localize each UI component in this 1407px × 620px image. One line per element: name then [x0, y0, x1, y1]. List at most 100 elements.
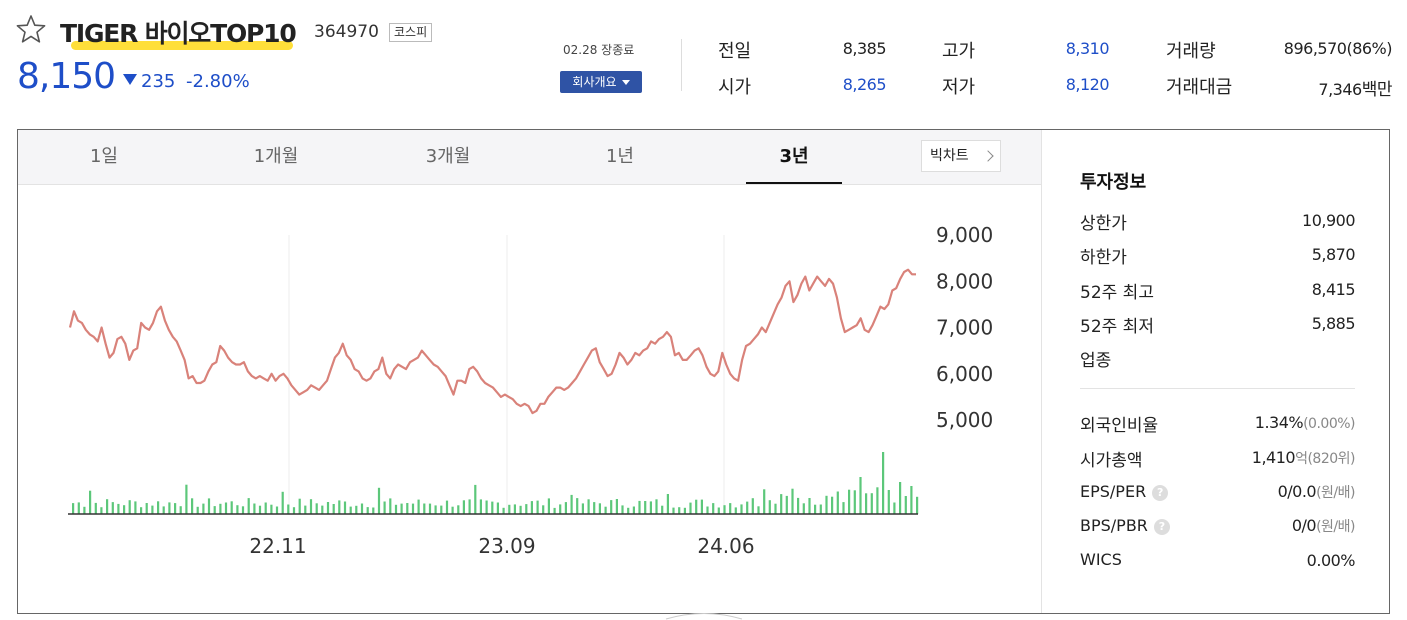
- volume-bar: [151, 505, 154, 514]
- open-label: 시가: [718, 77, 752, 98]
- invest-info-title: 투자정보: [1080, 172, 1147, 193]
- market-cap-sub: 억(820위): [1295, 451, 1355, 467]
- volume-bar: [128, 500, 131, 514]
- eps-per-value: 0/0.0(원/배): [1278, 482, 1356, 502]
- y-tick-label: 8,000: [936, 269, 993, 293]
- name-highlight: [71, 41, 293, 50]
- volume-bar: [604, 506, 607, 514]
- eps-per-text: EPS/PER: [1080, 482, 1147, 501]
- volume-bar: [179, 506, 182, 514]
- volume-bar: [757, 506, 760, 514]
- volume-bar: [338, 500, 341, 514]
- low-52w-value: 5,885: [1311, 314, 1356, 333]
- big-chart-button[interactable]: 빅차트: [921, 140, 1001, 172]
- tab-3y[interactable]: 3년: [746, 130, 842, 184]
- volume-bar: [134, 501, 137, 514]
- volume-bar: [406, 503, 409, 514]
- volume-bar: [383, 501, 386, 514]
- volume-bar: [848, 489, 851, 514]
- volume-bar: [400, 503, 403, 514]
- volume-bar: [593, 502, 596, 514]
- tab-1y[interactable]: 1년: [605, 146, 634, 167]
- volume-bar: [213, 506, 216, 514]
- volume-bar: [185, 484, 188, 514]
- volume-bar: [751, 498, 754, 514]
- volume-bar: [196, 506, 199, 514]
- volume-bar: [270, 504, 273, 514]
- volume-bar: [700, 499, 703, 514]
- volume-bar: [326, 502, 330, 514]
- volume-bar: [746, 501, 749, 514]
- volume-bar: [247, 498, 250, 514]
- volume-bar: [836, 491, 839, 514]
- period-tab-bar: [18, 130, 1041, 185]
- volume-value: 896,570(86%): [1283, 39, 1393, 58]
- sector-label: 업종: [1080, 351, 1112, 371]
- help-icon[interactable]: ?: [1152, 484, 1169, 501]
- x-tick-label: 24.06: [697, 534, 754, 558]
- volume-bar: [530, 501, 533, 514]
- volume-bar: [72, 503, 75, 514]
- volume-bar: [292, 507, 296, 514]
- volume-bar: [610, 500, 613, 514]
- volume-bar: [275, 506, 279, 514]
- volume-bar: [678, 507, 681, 514]
- volume-bar: [389, 498, 392, 514]
- volume-bar: [904, 496, 907, 514]
- volume-bar: [893, 502, 896, 514]
- down-arrow-icon: [123, 74, 137, 85]
- volume-bar: [462, 500, 465, 514]
- company-overview-button[interactable]: 회사개요: [560, 71, 642, 93]
- panel-divider: [1041, 130, 1042, 613]
- volume-bar: [559, 504, 562, 514]
- volume-bar: [666, 494, 669, 514]
- help-icon[interactable]: ?: [1153, 518, 1170, 535]
- volume-bar: [157, 501, 160, 514]
- volume-bar: [485, 500, 488, 514]
- header-divider: [681, 39, 682, 91]
- volume-bar: [236, 505, 239, 514]
- volume-bar: [202, 503, 205, 514]
- market-cap-number: 1,410: [1251, 448, 1296, 467]
- volume-bar: [712, 503, 715, 514]
- volume-bar: [162, 506, 165, 514]
- wics-value: 0.00%: [1306, 551, 1356, 570]
- volume-bar: [106, 499, 109, 514]
- volume-bar: [734, 507, 737, 514]
- favorite-star-icon[interactable]: [16, 14, 46, 44]
- bps-pbr-sub: (원/배): [1316, 519, 1355, 535]
- volume-bar: [241, 506, 245, 514]
- volume-bar: [315, 503, 318, 514]
- volume-bar: [423, 503, 426, 514]
- volume-bar: [207, 498, 211, 514]
- volume-bar: [117, 503, 120, 514]
- market-status: 02.28 장종료: [563, 43, 635, 57]
- volume-bar: [876, 487, 879, 514]
- volume-bar: [377, 487, 381, 514]
- amount-label: 거래대금: [1166, 77, 1233, 98]
- volume-bar: [899, 482, 902, 514]
- volume-bar: [343, 501, 347, 514]
- tab-1m[interactable]: 1개월: [253, 146, 299, 167]
- volume-bar: [564, 502, 567, 514]
- high-52w-value: 8,415: [1311, 280, 1356, 299]
- tab-3m[interactable]: 3개월: [425, 146, 471, 167]
- volume-bar: [706, 506, 709, 514]
- volume-bar: [882, 452, 885, 514]
- volume-bar: [859, 477, 862, 514]
- prev-label: 전일: [718, 41, 752, 62]
- foreign-ratio-sub: (0.00%): [1303, 416, 1355, 432]
- price-line: [68, 268, 916, 415]
- volume-bar: [417, 499, 420, 514]
- volume-bar: [140, 507, 143, 514]
- volume-bar: [474, 484, 477, 514]
- volume-bar: [440, 505, 443, 514]
- volume-bar: [219, 503, 222, 514]
- high-52w-label: 52주 최고: [1080, 283, 1154, 303]
- current-price: 8,150: [17, 56, 116, 97]
- amount-value: 7,346백만: [1250, 75, 1392, 100]
- volume-bar: [298, 498, 301, 514]
- tab-1d[interactable]: 1일: [89, 146, 118, 167]
- volume-bar: [831, 496, 834, 514]
- volume-bar: [842, 502, 845, 514]
